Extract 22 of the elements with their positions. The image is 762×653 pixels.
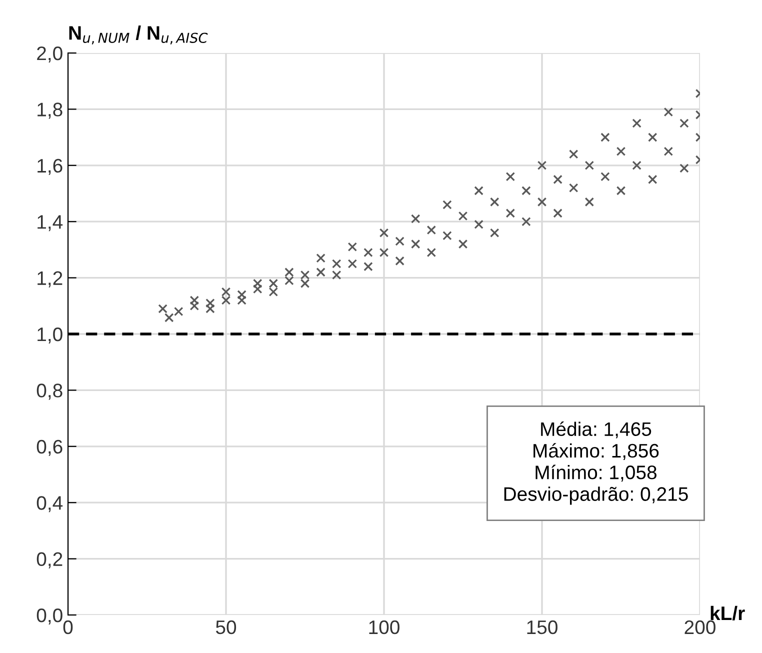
y-tick-label: 0,4 bbox=[36, 496, 63, 512]
y-tick-label: 0,8 bbox=[36, 384, 62, 400]
y-axis-title: N$_{u,NUM}$ / N$_{u,AISC}$ bbox=[69, 26, 208, 44]
y-tick-label: 1,8 bbox=[38, 102, 62, 119]
annotation: Média: 1,465 bbox=[541, 421, 652, 438]
x-tick-label: 100 bbox=[369, 620, 400, 634]
annotation: Desvio-padrão: 0,215 bbox=[504, 486, 688, 505]
y-tick-label: 1,0 bbox=[38, 327, 62, 344]
y-tick-label: 2,0 bbox=[37, 46, 62, 63]
x-tick-label: 50 bbox=[216, 620, 236, 634]
x-axis-title: kL/r bbox=[710, 606, 745, 620]
x-tick-label: 200 bbox=[684, 620, 716, 634]
y-tick-label: 0,2 bbox=[36, 552, 62, 568]
y-tick-label: 0,0 bbox=[36, 608, 62, 625]
y-tick-label: 1,4 bbox=[38, 215, 63, 232]
x-tick-label: 0 bbox=[63, 620, 73, 634]
y-tick-label: 0,6 bbox=[36, 440, 62, 456]
x-tick-label: 150 bbox=[527, 620, 558, 634]
y-tick-label: 1,6 bbox=[38, 158, 62, 175]
annotation: Máximo: 1,856 bbox=[534, 443, 659, 460]
y-tick-label: 1,2 bbox=[38, 271, 62, 288]
annotation: Mínimo: 1,058 bbox=[536, 464, 656, 482]
